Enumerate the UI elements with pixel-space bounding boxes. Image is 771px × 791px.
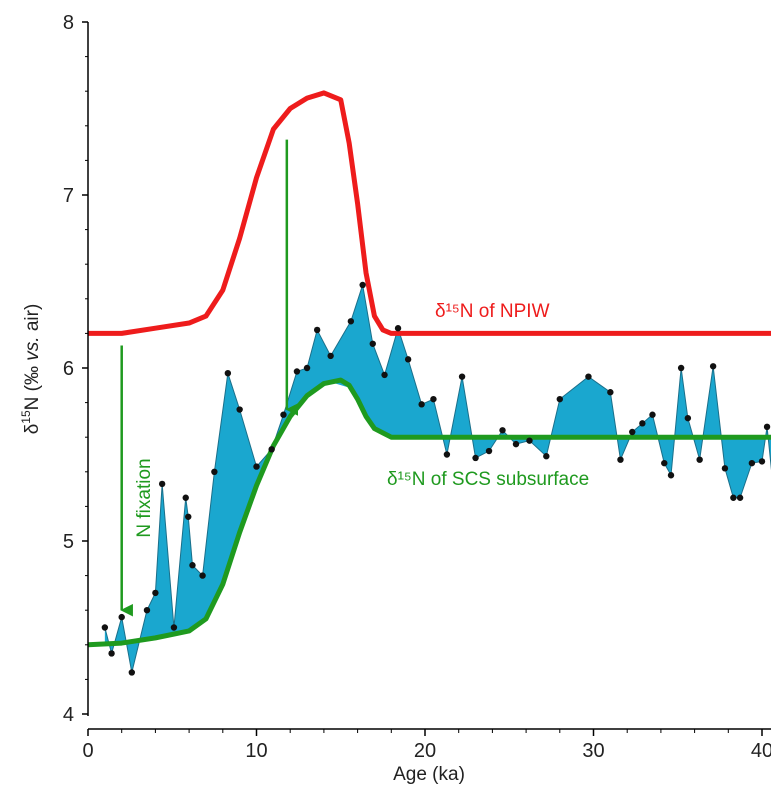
data-point	[224, 369, 232, 377]
y-tick-label: 8	[63, 12, 74, 34]
data-point	[499, 427, 506, 434]
data-point	[607, 389, 614, 396]
data-point	[182, 494, 189, 501]
data-point	[236, 406, 243, 413]
data-point	[211, 468, 218, 475]
x-tick-label: 20	[414, 740, 436, 762]
x-tick-label: 40	[751, 740, 771, 762]
y-axis-title-tail: air)	[22, 304, 43, 337]
data-point	[418, 401, 425, 408]
series-scs-subsurface-line	[88, 377, 771, 648]
annotation-n-fixation: N fixation	[134, 458, 155, 537]
data-point	[143, 607, 151, 614]
y-tick-label: 4	[63, 704, 74, 726]
data-point	[359, 281, 366, 289]
data-point	[101, 624, 109, 631]
data-point	[327, 352, 334, 360]
data-point	[280, 411, 287, 418]
data-point	[709, 363, 717, 370]
data-point	[313, 326, 321, 334]
data-point	[158, 480, 166, 488]
data-point	[369, 340, 376, 347]
annotation-npiw: δ¹⁵N of NPIW	[435, 301, 550, 322]
y-axis-title-delta: δ	[22, 424, 43, 435]
data-point	[303, 364, 311, 372]
y-ticks: 4 5 6 7 8	[63, 12, 88, 726]
data-point	[639, 420, 646, 427]
data-point	[736, 494, 744, 501]
data-point	[629, 428, 636, 436]
data-point	[526, 437, 533, 444]
data-point	[443, 451, 451, 458]
data-point	[512, 440, 520, 448]
data-point	[404, 356, 412, 363]
data-point	[617, 456, 624, 463]
data-point	[118, 613, 125, 621]
y-tick-label: 5	[63, 531, 74, 553]
data-point	[199, 572, 206, 579]
data-point	[585, 373, 592, 380]
data-point	[458, 373, 466, 380]
x-axis-title: Age (ka)	[393, 764, 465, 785]
data-point	[485, 447, 493, 455]
data-point	[556, 395, 563, 403]
data-point	[268, 446, 275, 453]
axes: 4 5 6 7 8 0 10 20 30 40	[63, 12, 771, 762]
series-layer	[88, 90, 771, 676]
data-point	[293, 368, 301, 375]
y-axis-title: δ15N (‰ vs. air)	[19, 304, 43, 435]
data-point	[394, 325, 402, 332]
x-tick-label: 30	[582, 740, 604, 762]
data-point	[381, 371, 388, 379]
data-point	[108, 650, 115, 657]
y-axis-title-main: N (‰	[22, 361, 43, 411]
x-tick-label: 10	[245, 740, 267, 762]
data-point	[721, 465, 729, 472]
data-point	[730, 494, 737, 501]
data-point	[649, 411, 656, 418]
arrow-layer	[120, 139, 299, 617]
data-point	[543, 453, 550, 460]
annotation-scs-subsurface: δ¹⁵N of SCS subsurface	[387, 469, 589, 490]
y-tick-label: 7	[63, 185, 74, 207]
data-point	[748, 459, 756, 467]
data-point	[667, 472, 675, 479]
data-point	[758, 458, 766, 465]
y-tick-label: 6	[63, 358, 74, 380]
data-point	[472, 454, 479, 462]
x-ticks: 0 10 20 30 40	[82, 729, 771, 762]
x-tick-label: 0	[82, 740, 93, 762]
data-point	[189, 562, 196, 569]
data-point	[170, 624, 178, 631]
data-point	[347, 318, 355, 325]
data-point	[696, 456, 703, 463]
y-axis-title-italic: vs.	[22, 336, 43, 360]
data-point	[128, 669, 136, 676]
data-point	[152, 589, 159, 597]
data-point	[661, 459, 668, 467]
data-point	[253, 463, 260, 470]
data-point	[684, 414, 692, 422]
data-point	[430, 395, 437, 403]
series-npiw-line	[88, 90, 771, 336]
y-axis-title-sup: 15	[19, 410, 33, 424]
data-point	[763, 423, 771, 431]
data-point	[185, 513, 192, 520]
data-point	[677, 364, 685, 372]
